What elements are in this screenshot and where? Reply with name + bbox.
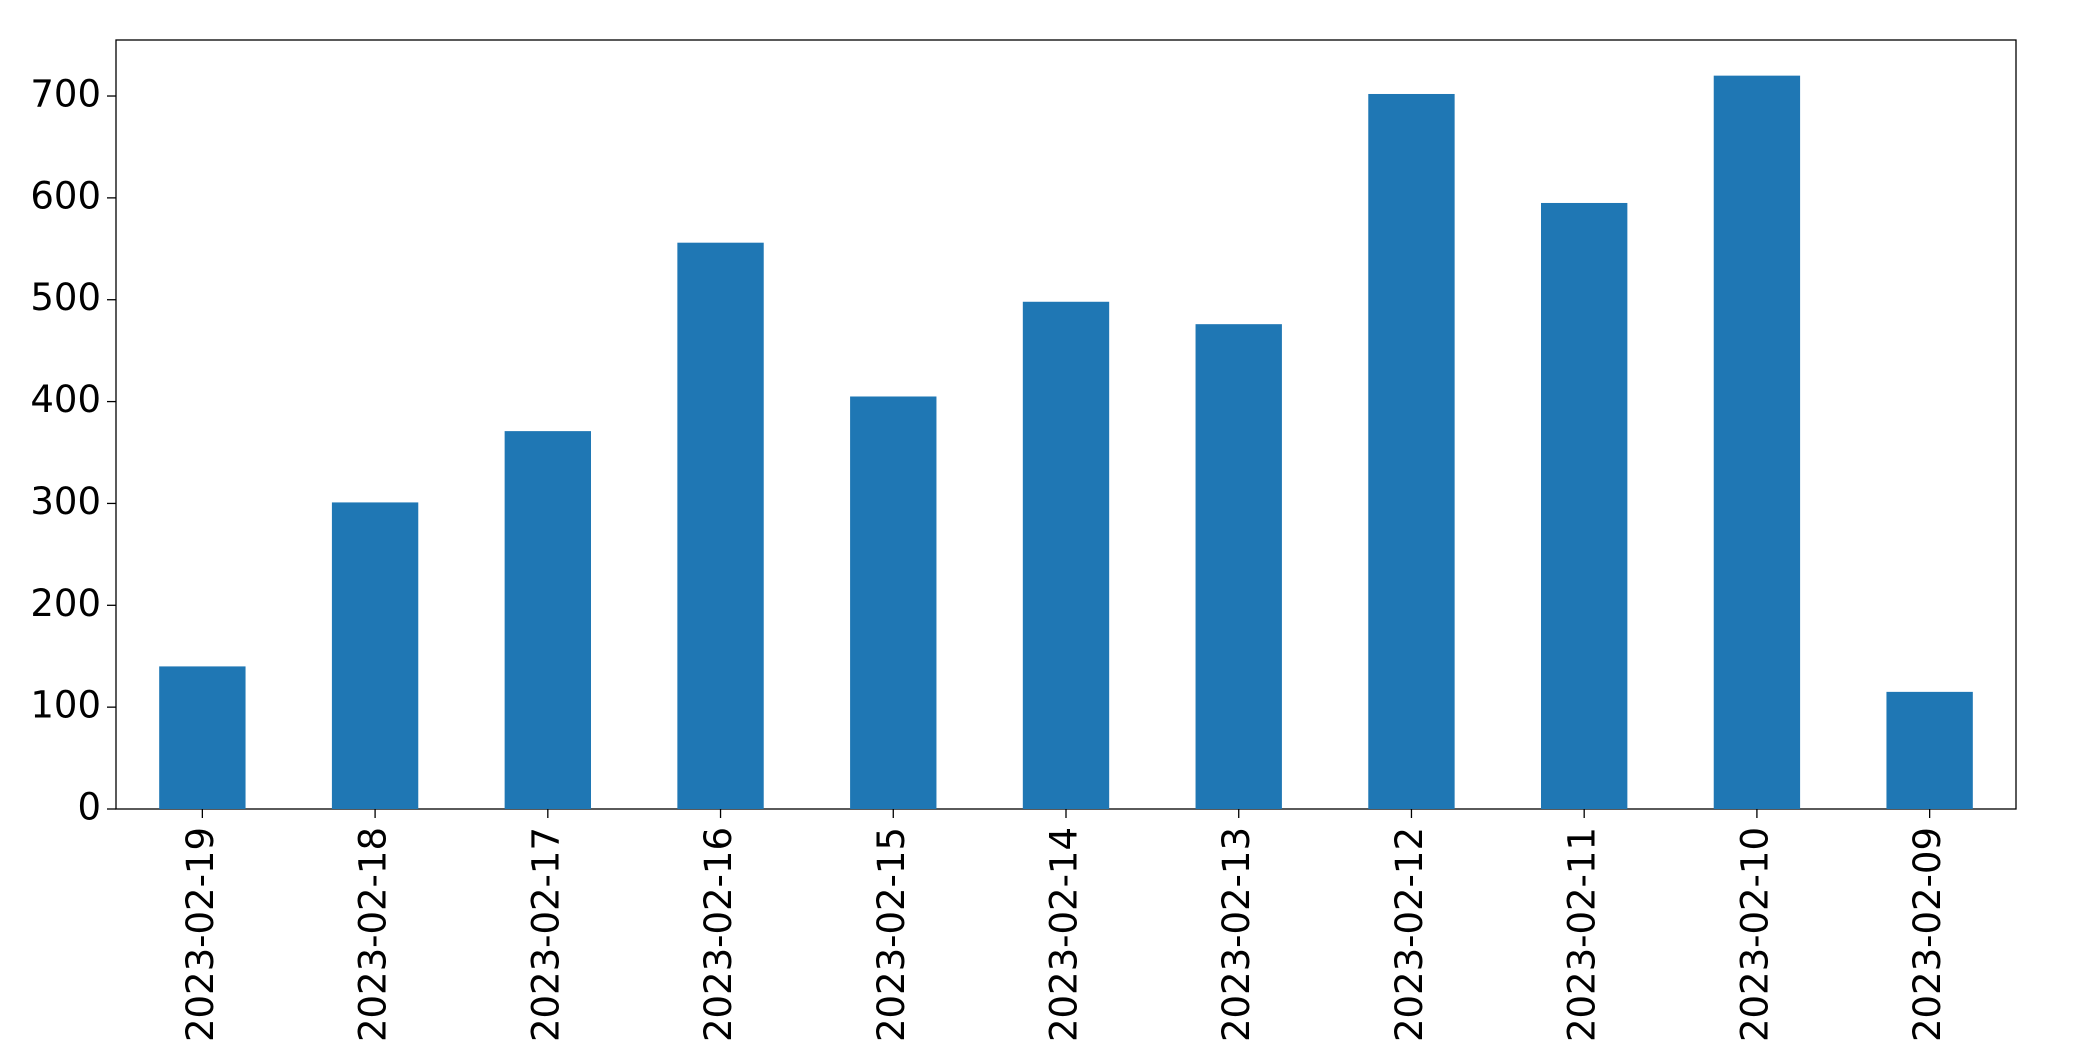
bar (850, 396, 937, 809)
x-tick-label: 2023-02-16 (697, 827, 740, 1042)
y-tick-label: 600 (30, 174, 101, 217)
bar (1713, 75, 1801, 810)
bar (331, 502, 419, 809)
y-tick-label: 0 (77, 786, 101, 829)
x-tick-label: 2023-02-19 (179, 827, 222, 1042)
bar (1886, 691, 1973, 809)
bar (1368, 93, 1455, 809)
bar (1022, 301, 1110, 809)
bar (159, 666, 246, 809)
y-tick-label: 400 (30, 378, 101, 421)
y-tick-label: 100 (30, 684, 101, 727)
y-tick-label: 200 (30, 582, 101, 625)
y-tick-label: 500 (30, 276, 101, 319)
x-tick-label: 2023-02-15 (870, 827, 913, 1042)
bar (1195, 324, 1282, 809)
x-tick-label: 2023-02-14 (1043, 827, 1086, 1042)
x-tick-label: 2023-02-18 (352, 827, 395, 1042)
bar (677, 242, 764, 809)
y-tick-label: 300 (30, 480, 101, 523)
x-tick-label: 2023-02-09 (1906, 827, 1949, 1042)
bar (504, 431, 591, 809)
x-tick-label: 2023-02-17 (524, 827, 567, 1042)
x-tick-label: 2023-02-12 (1388, 827, 1431, 1042)
bar (1541, 202, 1628, 809)
x-tick-label: 2023-02-11 (1561, 827, 1604, 1042)
x-tick-label: 2023-02-13 (1215, 827, 1258, 1042)
x-tick-label: 2023-02-10 (1733, 827, 1776, 1042)
y-tick-label: 700 (30, 73, 101, 116)
